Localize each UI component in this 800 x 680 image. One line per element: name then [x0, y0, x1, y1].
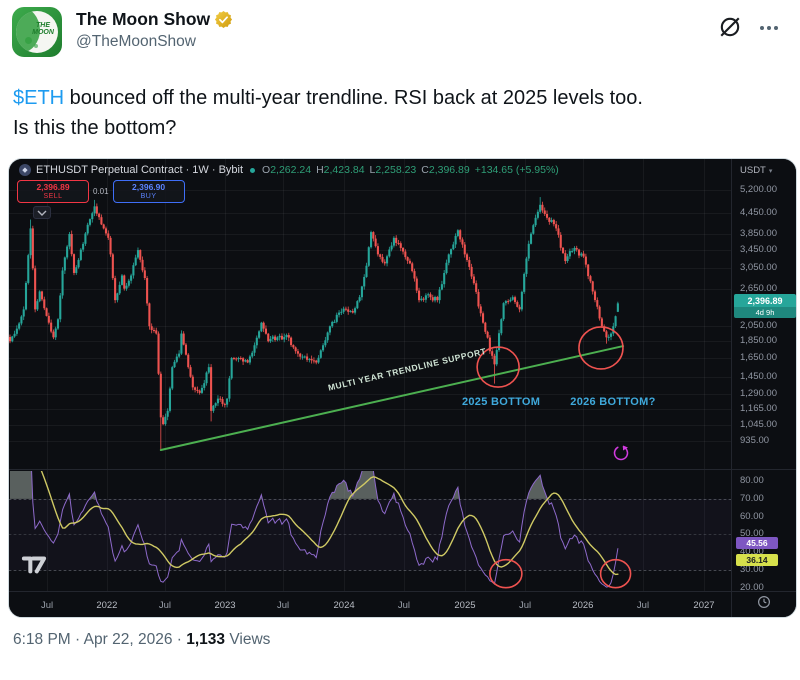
- post-date: Apr 22, 2026: [83, 631, 173, 648]
- avatar-moon-graphic: THE MOON: [16, 11, 58, 53]
- tweet-text: $ETH bounced off the multi-year trendlin…: [13, 83, 789, 143]
- views-label: Views: [229, 631, 271, 648]
- avatar[interactable]: THE MOON: [12, 7, 62, 57]
- views-count: 1,133: [186, 631, 226, 648]
- post-time: 6:18 PM: [13, 631, 71, 648]
- grok-button[interactable]: [716, 13, 744, 41]
- gold-verified-badge-icon: [215, 10, 233, 29]
- more-menu-button[interactable]: [752, 18, 786, 38]
- display-name[interactable]: The Moon Show: [76, 9, 211, 29]
- cashtag-link[interactable]: $ETH: [13, 87, 65, 109]
- chart-media-card[interactable]: ◆ ETHUSDT Perpetual Contract · 1W · Bybi…: [8, 158, 797, 618]
- avatar-text: THE MOON: [32, 22, 54, 36]
- more-dots-icon: [760, 26, 764, 30]
- grok-icon: [720, 17, 740, 37]
- tweet-line1: bounced off the multi-year trendline. RS…: [64, 87, 643, 109]
- timestamp-row: 6:18 PM · Apr 22, 2026 · 1,133 Views: [13, 631, 271, 648]
- user-handle[interactable]: @TheMoonShow: [76, 33, 196, 50]
- tweet-line2: Is this the bottom?: [13, 117, 177, 139]
- price-chart-canvas[interactable]: [9, 159, 796, 617]
